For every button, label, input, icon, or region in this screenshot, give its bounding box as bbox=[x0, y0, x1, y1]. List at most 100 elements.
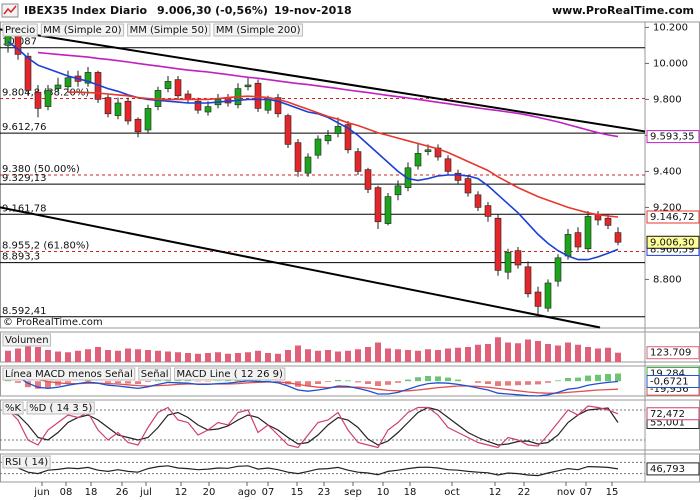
candle-body bbox=[534, 291, 542, 307]
candle-body bbox=[124, 100, 132, 122]
series-line bbox=[7, 464, 619, 477]
value-label: 123.709 bbox=[650, 348, 691, 359]
level-label: 8.893,3 bbox=[2, 252, 40, 263]
histogram-bar bbox=[575, 377, 581, 382]
histogram-bar bbox=[105, 381, 111, 383]
bar bbox=[375, 342, 381, 362]
legend-box bbox=[174, 367, 286, 381]
histogram-bar bbox=[565, 378, 571, 382]
x-tick-label: 12 bbox=[175, 487, 188, 498]
bar bbox=[545, 344, 551, 362]
x-tick-label: 15 bbox=[291, 487, 304, 498]
y-tick-label: 8.800 bbox=[653, 274, 682, 285]
bar bbox=[335, 351, 341, 362]
histogram-bar bbox=[525, 381, 531, 385]
level-label: 8.592,41 bbox=[2, 306, 47, 317]
x-tick-label: 20 bbox=[203, 487, 216, 498]
x-tick-label: sep bbox=[344, 487, 362, 498]
bar bbox=[5, 350, 11, 362]
bar bbox=[495, 337, 501, 362]
trend-line bbox=[0, 28, 646, 133]
candle-body bbox=[54, 84, 62, 89]
candle-body bbox=[314, 138, 322, 156]
bar bbox=[225, 353, 231, 362]
histogram-bar bbox=[595, 374, 601, 382]
legend-box bbox=[2, 455, 51, 469]
candle-body bbox=[294, 142, 302, 172]
bar bbox=[95, 347, 101, 362]
histogram-bar bbox=[255, 380, 261, 382]
legend-box bbox=[127, 23, 211, 37]
x-tick-label: 10 bbox=[377, 487, 390, 498]
bar bbox=[185, 353, 191, 362]
value-box bbox=[646, 130, 700, 144]
bar bbox=[605, 347, 611, 362]
histogram-bar bbox=[385, 381, 391, 385]
legend-entry: MM (Simple 200) bbox=[216, 25, 301, 36]
histogram-bar bbox=[605, 374, 611, 382]
candle-body bbox=[564, 234, 572, 257]
value-box bbox=[646, 407, 700, 421]
bar bbox=[205, 353, 211, 362]
candle-body bbox=[344, 124, 352, 151]
legend-box bbox=[138, 367, 172, 381]
histogram-bar bbox=[535, 381, 541, 385]
bar bbox=[575, 344, 581, 362]
bar bbox=[405, 350, 411, 362]
quote: 9.006,30 (-0,56%) bbox=[157, 4, 268, 17]
candle-body bbox=[584, 216, 592, 250]
histogram-bar bbox=[115, 381, 121, 384]
histogram-bar bbox=[555, 380, 561, 382]
x-tick-label: jun bbox=[33, 487, 49, 498]
bar bbox=[395, 349, 401, 362]
histogram-bar bbox=[305, 381, 311, 387]
series-line bbox=[68, 91, 619, 218]
candle-body bbox=[514, 250, 522, 266]
candle-body bbox=[84, 72, 92, 84]
x-tick-label: jul bbox=[139, 487, 152, 498]
candle-body bbox=[24, 55, 32, 91]
candle-body bbox=[284, 115, 292, 145]
y-tick-label: 9.800 bbox=[653, 94, 682, 105]
series-line bbox=[7, 406, 619, 446]
candle-body bbox=[524, 266, 532, 295]
histogram-bar bbox=[475, 381, 481, 383]
legend-entry: Precio bbox=[5, 25, 35, 36]
histogram-bar bbox=[615, 373, 621, 382]
candle-body bbox=[324, 135, 332, 142]
bar bbox=[285, 350, 291, 362]
bar bbox=[565, 342, 571, 362]
histogram-bar bbox=[455, 379, 461, 382]
histogram-bar bbox=[485, 381, 491, 384]
histogram-bar bbox=[325, 381, 331, 382]
bar bbox=[485, 344, 491, 362]
histogram-bar bbox=[585, 375, 591, 382]
value-label: 55,001 bbox=[650, 417, 685, 428]
symbol: IBEX35 Index bbox=[24, 4, 106, 17]
histogram-bar bbox=[375, 381, 381, 386]
histogram-bar bbox=[85, 380, 91, 382]
legend-entry: RSI ( 14) bbox=[5, 457, 48, 468]
legend-entry: Línea MACD menos Señal bbox=[5, 368, 133, 380]
bar bbox=[35, 347, 41, 362]
bar bbox=[295, 345, 301, 362]
legend-box bbox=[2, 401, 24, 415]
bar bbox=[585, 347, 591, 362]
x-tick-label: 15 bbox=[606, 487, 619, 498]
bar bbox=[15, 348, 21, 362]
bar bbox=[475, 344, 481, 362]
candle-body bbox=[304, 156, 312, 174]
value-label: 8.966,59 bbox=[650, 244, 695, 255]
level-label: 9.612,76 bbox=[2, 122, 47, 133]
legend-box bbox=[2, 23, 38, 37]
x-tick-label: 12 bbox=[489, 487, 502, 498]
candle-body bbox=[34, 91, 42, 109]
bar bbox=[465, 347, 471, 362]
histogram-bar bbox=[25, 381, 31, 388]
value-box bbox=[646, 210, 700, 224]
histogram-bar bbox=[315, 381, 321, 384]
candle-body bbox=[274, 97, 282, 115]
histogram-bar bbox=[445, 377, 451, 382]
candle-body bbox=[244, 84, 252, 88]
bar bbox=[115, 350, 121, 362]
